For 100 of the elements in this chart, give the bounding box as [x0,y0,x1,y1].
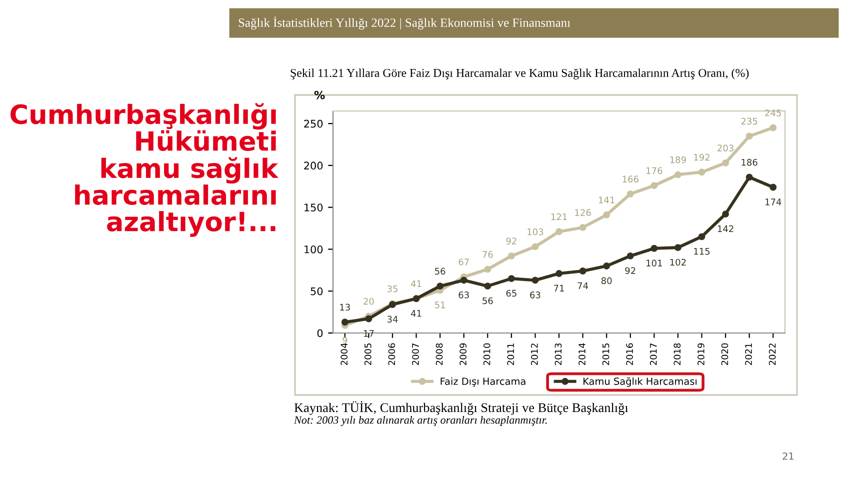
data-label: 76 [482,251,493,258]
x-tick-label: 2016 [626,343,633,366]
x-tick-label: 2006 [388,343,396,366]
point [532,243,539,250]
data-label: 80 [601,277,612,284]
text: 21 [782,452,794,460]
point [579,268,586,274]
y-axis-title: % [314,90,325,100]
point [674,244,682,252]
chart-title: Şekil 11.21 Yıllara Göre Faiz Dışı Harcamalar ve Kamu Sağlık Harcamalarının Artış Oranı, (%) [290,68,749,80]
data-label: 101 [646,260,662,266]
data-label: 189 [670,156,686,164]
data-label: 20 [364,298,374,305]
point [650,244,658,252]
point [556,270,562,277]
text: Kaynak: TÜİK, Cumhurbaşkanlığı Strateji ve Bütçe Başkanlığı [294,401,628,415]
point [603,211,610,218]
x-tick-label: 2019 [698,343,704,366]
y-tick-label: 150 [304,204,323,212]
point [650,182,658,190]
data-label: 56 [482,297,493,304]
point [484,282,492,290]
data-label: 63 [530,291,540,298]
point [698,233,706,240]
x-tick-label: 2007 [412,343,419,366]
data-label: 103 [528,228,544,236]
data-label: 174 [765,198,782,206]
point [436,282,444,290]
data-label: 51 [435,302,445,308]
data-label: 192 [694,154,710,161]
x-tick-label: 2009 [460,343,466,366]
chart-subtitle: Sağlık İstatistikleri Yıllığı 2022 | Sağlık Ekonomisi ve Finansmanı [238,16,570,30]
point [722,210,729,218]
x-tick-label: 2017 [650,343,657,366]
data-label: 63 [458,291,469,298]
data-label: 35 [387,285,398,292]
point [365,315,372,322]
point [556,228,562,236]
x-tick-label: 2014 [578,343,586,366]
legend-label: Kamu Sağlık Harcaması [584,377,697,387]
data-label: 203 [718,144,734,152]
data-label: 65 [506,290,516,297]
point [626,190,634,198]
y-tick-label: 250 [304,120,323,128]
data-label: 115 [694,248,710,255]
x-tick-label: 2005 [364,344,372,366]
point [746,132,753,140]
point [508,275,515,282]
x-tick-label: 2015 [602,344,610,366]
point [579,224,586,231]
point [626,252,634,260]
text: Not: 2003 yılı baz alınarak artış oranları hesaplanmıştır. [294,416,547,426]
data-label: 56 [435,268,446,275]
data-label: 9 [342,336,348,344]
data-label: 41 [410,310,422,317]
point [532,276,539,284]
y-tick-label: 50 [310,287,323,296]
data-label: 102 [670,258,686,266]
point [698,168,706,176]
data-label: 186 [742,158,758,166]
data-label: 17 [364,330,374,337]
data-label: 126 [575,209,591,216]
x-tick-label: 2018 [674,343,681,366]
data-label: 92 [506,238,516,244]
data-label: 41 [410,280,422,288]
x-tick-label: 2010 [483,343,490,366]
x-tick-label: 2020 [721,343,728,366]
point [508,252,515,260]
y-tick-label: 200 [304,162,323,170]
y-tick-label: 0 [317,329,323,338]
x-tick-label: 2004 [340,343,348,366]
text: Cumhurbaşkanlığı Hükümeti kamu sağlık harcamalarını azaltıyor!... [10,103,279,237]
point [746,174,753,181]
x-tick-label: 2013 [554,343,562,366]
data-label: 71 [554,284,564,292]
point [770,184,777,191]
data-label: 34 [387,316,398,323]
x-tick-label: 2012 [531,344,538,366]
data-label: 245 [765,109,781,116]
data-label: 141 [598,196,614,204]
data-label: 74 [578,282,588,289]
point [722,159,729,166]
data-label: 92 [625,267,636,274]
data-label: 142 [718,225,734,232]
y-tick-label: 100 [304,245,323,254]
data-label: 166 [622,176,638,182]
x-tick-label: 2021 [745,344,752,366]
legend-label: Faiz Dışı Harcama [440,377,526,387]
point [460,276,468,284]
point [770,124,777,132]
data-label: 235 [741,118,758,125]
data-label: 13 [340,304,350,311]
point [674,171,682,178]
point [603,262,610,270]
x-tick-label: 2022 [768,344,776,366]
data-label: 121 [551,213,567,220]
data-label: 176 [646,167,662,174]
x-tick-label: 2008 [436,343,443,366]
point [341,318,348,326]
data-label: 67 [458,258,469,266]
